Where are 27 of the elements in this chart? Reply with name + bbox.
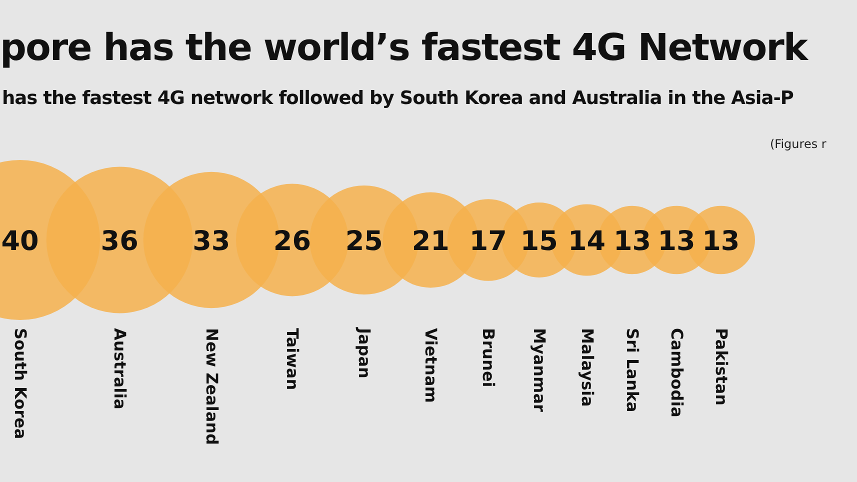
data-label: 13	[702, 226, 740, 257]
category-label: Australia	[110, 328, 130, 410]
data-label: 13	[613, 226, 652, 257]
data-label: 15	[520, 226, 558, 257]
data-label: 26	[273, 226, 312, 257]
category-label: New Zealand	[202, 328, 222, 445]
data-label: 17	[469, 226, 507, 257]
category-label: Brunei	[479, 328, 498, 388]
category-label: Cambodia	[668, 328, 687, 418]
text: pore has the world’s fastest 4G Network	[0, 26, 807, 69]
category-label: Taiwan	[283, 328, 302, 390]
category-label: Pakistan	[712, 328, 731, 406]
category-label: Vietnam	[422, 328, 441, 403]
category-label: Sri Lanka	[623, 328, 642, 412]
data-label: 13	[658, 226, 696, 257]
data-label: 25	[345, 226, 383, 257]
category-label: Malaysia	[578, 328, 597, 407]
category-label: Myanmar	[530, 328, 550, 412]
data-label: 21	[412, 226, 450, 257]
data-label: 14	[568, 226, 606, 257]
category-label: South Korea	[11, 328, 30, 440]
category-label: Japan	[355, 327, 374, 378]
text: (Figures r	[770, 137, 826, 151]
data-label: 40	[1, 226, 39, 257]
data-label: 36	[100, 226, 138, 257]
text: has the fastest 4G network followed by South Korea and Australia in the Asia-P	[2, 88, 794, 109]
data-label: 33	[192, 226, 230, 257]
